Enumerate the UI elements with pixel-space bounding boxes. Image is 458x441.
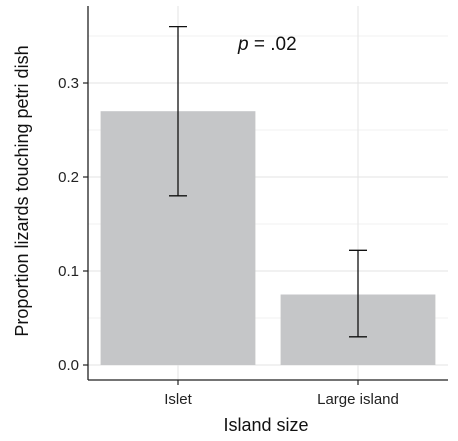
error-bars [169, 25, 367, 338]
y-ticks: 0.0 0.1 0.2 0.3 [58, 75, 88, 374]
y-axis-title: Proportion lizards touching petri dish [12, 45, 32, 336]
x-tick-label: Islet [164, 391, 192, 408]
y-tick-label: 0.1 [58, 263, 79, 280]
x-axis-title: Island size [223, 415, 308, 435]
y-tick-label: 0.2 [58, 169, 79, 186]
p-value-text: = .02 [249, 34, 297, 55]
x-ticks: Islet Large island [164, 380, 399, 408]
y-tick-label: 0.3 [58, 75, 79, 92]
p-value-annotation: p = .02 [237, 34, 297, 55]
x-tick-label: Large island [317, 391, 399, 408]
y-tick-label: 0.0 [58, 357, 79, 374]
bars [100, 111, 436, 365]
p-value-symbol: p [237, 34, 249, 55]
